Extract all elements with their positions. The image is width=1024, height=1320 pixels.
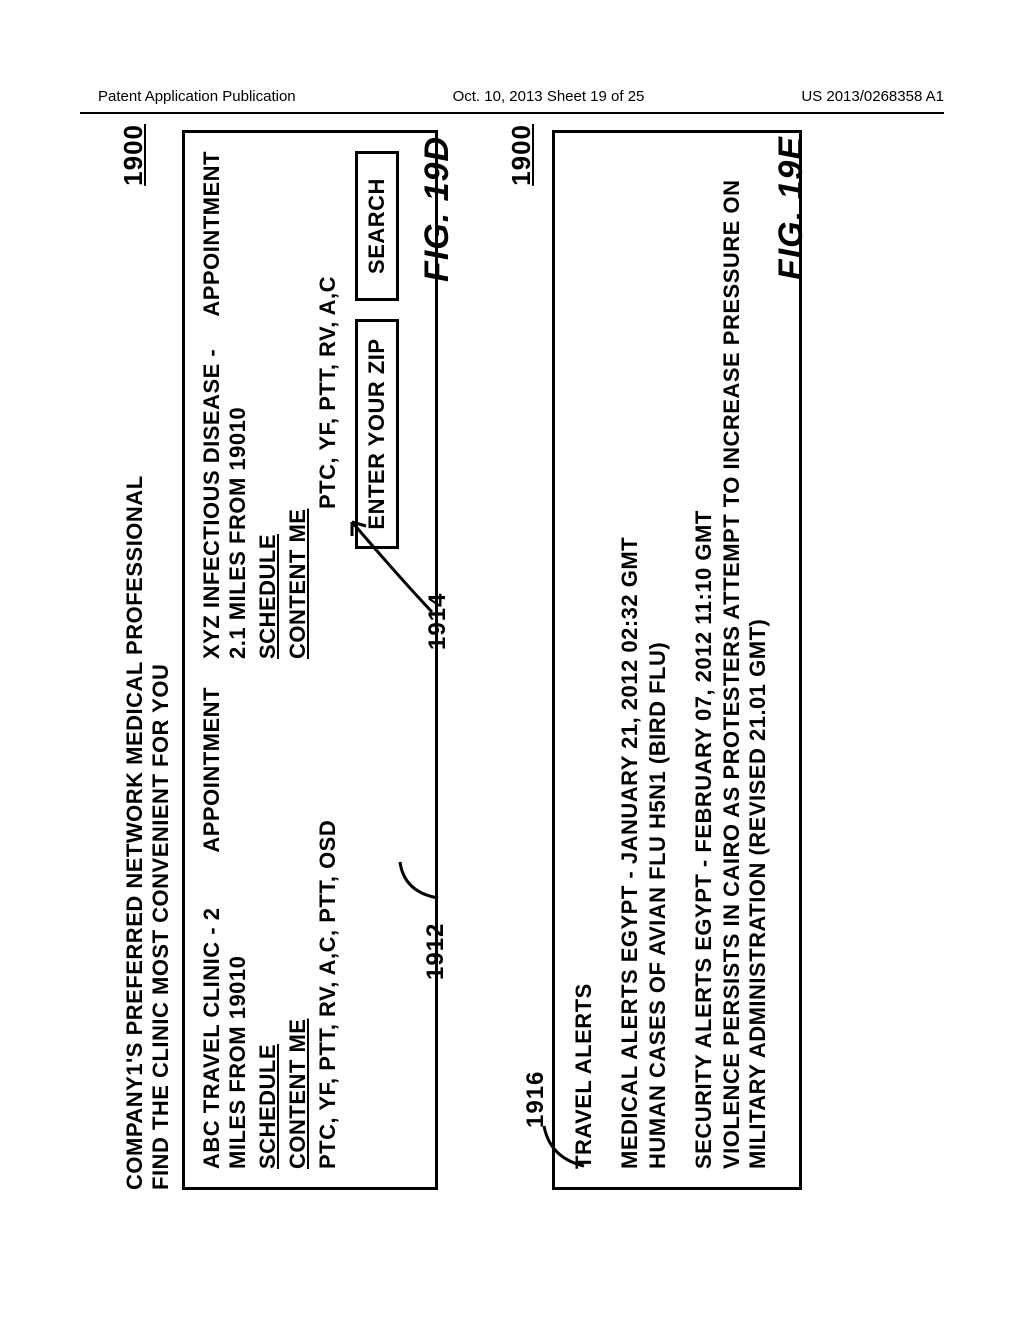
clinic-right-contact[interactable]: CONTENT ME <box>285 151 311 659</box>
clinic-right-services: PTC, YF, PTT, RV, A,C <box>315 151 341 659</box>
header-center: Oct. 10, 2013 Sheet 19 of 25 <box>453 88 645 105</box>
header-right: US 2013/0268358 A1 <box>801 88 944 105</box>
search-label: SEARCH <box>364 178 390 274</box>
header-left: Patent Application Publication <box>98 88 296 105</box>
figD-title-l1: COMPANY1'S PREFERRED NETWORK MEDICAL PRO… <box>122 130 148 1190</box>
header-divider <box>80 112 944 114</box>
rotated-canvas: 1900 COMPANY1'S PREFERRED NETWORK MEDICA… <box>122 130 902 1190</box>
figD-box: ABC TRAVEL CLINIC - 2 MILES FROM 19010 A… <box>182 130 438 1190</box>
alert-2-line1: SECURITY ALERTS EGYPT - FEBRUARY 07, 201… <box>691 151 717 1169</box>
clinic-left-services: PTC, YF, PTT, RV, A,C, PTT, OSD <box>315 687 341 1169</box>
figD-title-l2: FIND THE CLINIC MOST CONVENIENT FOR YOU <box>148 130 174 1190</box>
fig-19d-label: FIG. 19D <box>418 136 457 282</box>
alert-2: SECURITY ALERTS EGYPT - FEBRUARY 07, 201… <box>691 151 771 1169</box>
clinic-left-appointment[interactable]: APPOINTMENT <box>199 687 225 853</box>
page-header: Patent Application Publication Oct. 10, … <box>0 88 1024 105</box>
clinic-left: ABC TRAVEL CLINIC - 2 MILES FROM 19010 A… <box>199 687 399 1169</box>
clinic-left-contact[interactable]: CONTENT ME <box>285 687 311 1169</box>
travel-alerts-heading: TRAVEL ALERTS <box>571 151 597 1169</box>
alert-1-line1: MEDICAL ALERTS EGYPT - JANUARY 21, 2012 … <box>617 151 643 1169</box>
callout-1914-leader <box>340 498 436 618</box>
fig-19e-group: TRAVEL ALERTS MEDICAL ALERTS EGYPT - JAN… <box>522 130 802 1190</box>
callout-1916-leader <box>540 1122 588 1170</box>
callout-1912-leader <box>398 860 440 900</box>
clinic-left-name: ABC TRAVEL CLINIC - 2 MILES FROM 19010 <box>199 865 251 1169</box>
figD-columns: ABC TRAVEL CLINIC - 2 MILES FROM 19010 A… <box>199 151 399 1169</box>
callout-1912: 1912 <box>422 923 450 980</box>
clinic-right-appointment[interactable]: APPOINTMENT <box>199 151 225 317</box>
rotated-content: 1900 COMPANY1'S PREFERRED NETWORK MEDICA… <box>122 130 902 1190</box>
page: Patent Application Publication Oct. 10, … <box>0 0 1024 1320</box>
clinic-right-schedule[interactable]: SCHEDULE <box>255 151 281 659</box>
figE-box: TRAVEL ALERTS MEDICAL ALERTS EGYPT - JAN… <box>552 130 802 1190</box>
clinic-right-name: XYZ INFECTIOUS DISEASE - 2.1 MILES FROM … <box>199 329 251 659</box>
alert-1: MEDICAL ALERTS EGYPT - JANUARY 21, 2012 … <box>617 151 671 1169</box>
clinic-left-schedule[interactable]: SCHEDULE <box>255 687 281 1169</box>
fig-19e-label: FIG. 19E <box>772 136 811 280</box>
alert-2-line2: VIOLENCE PERSISTS IN CAIRO AS PROTESTERS… <box>719 151 771 1169</box>
figD-title: COMPANY1'S PREFERRED NETWORK MEDICAL PRO… <box>122 130 174 1190</box>
alert-1-line2: HUMAN CASES OF AVIAN FLU H5N1 (BIRD FLU) <box>645 151 671 1169</box>
callout-1916: 1916 <box>522 1071 550 1128</box>
search-button[interactable]: SEARCH <box>355 151 399 301</box>
fig-19d-group: COMPANY1'S PREFERRED NETWORK MEDICAL PRO… <box>122 130 438 1190</box>
